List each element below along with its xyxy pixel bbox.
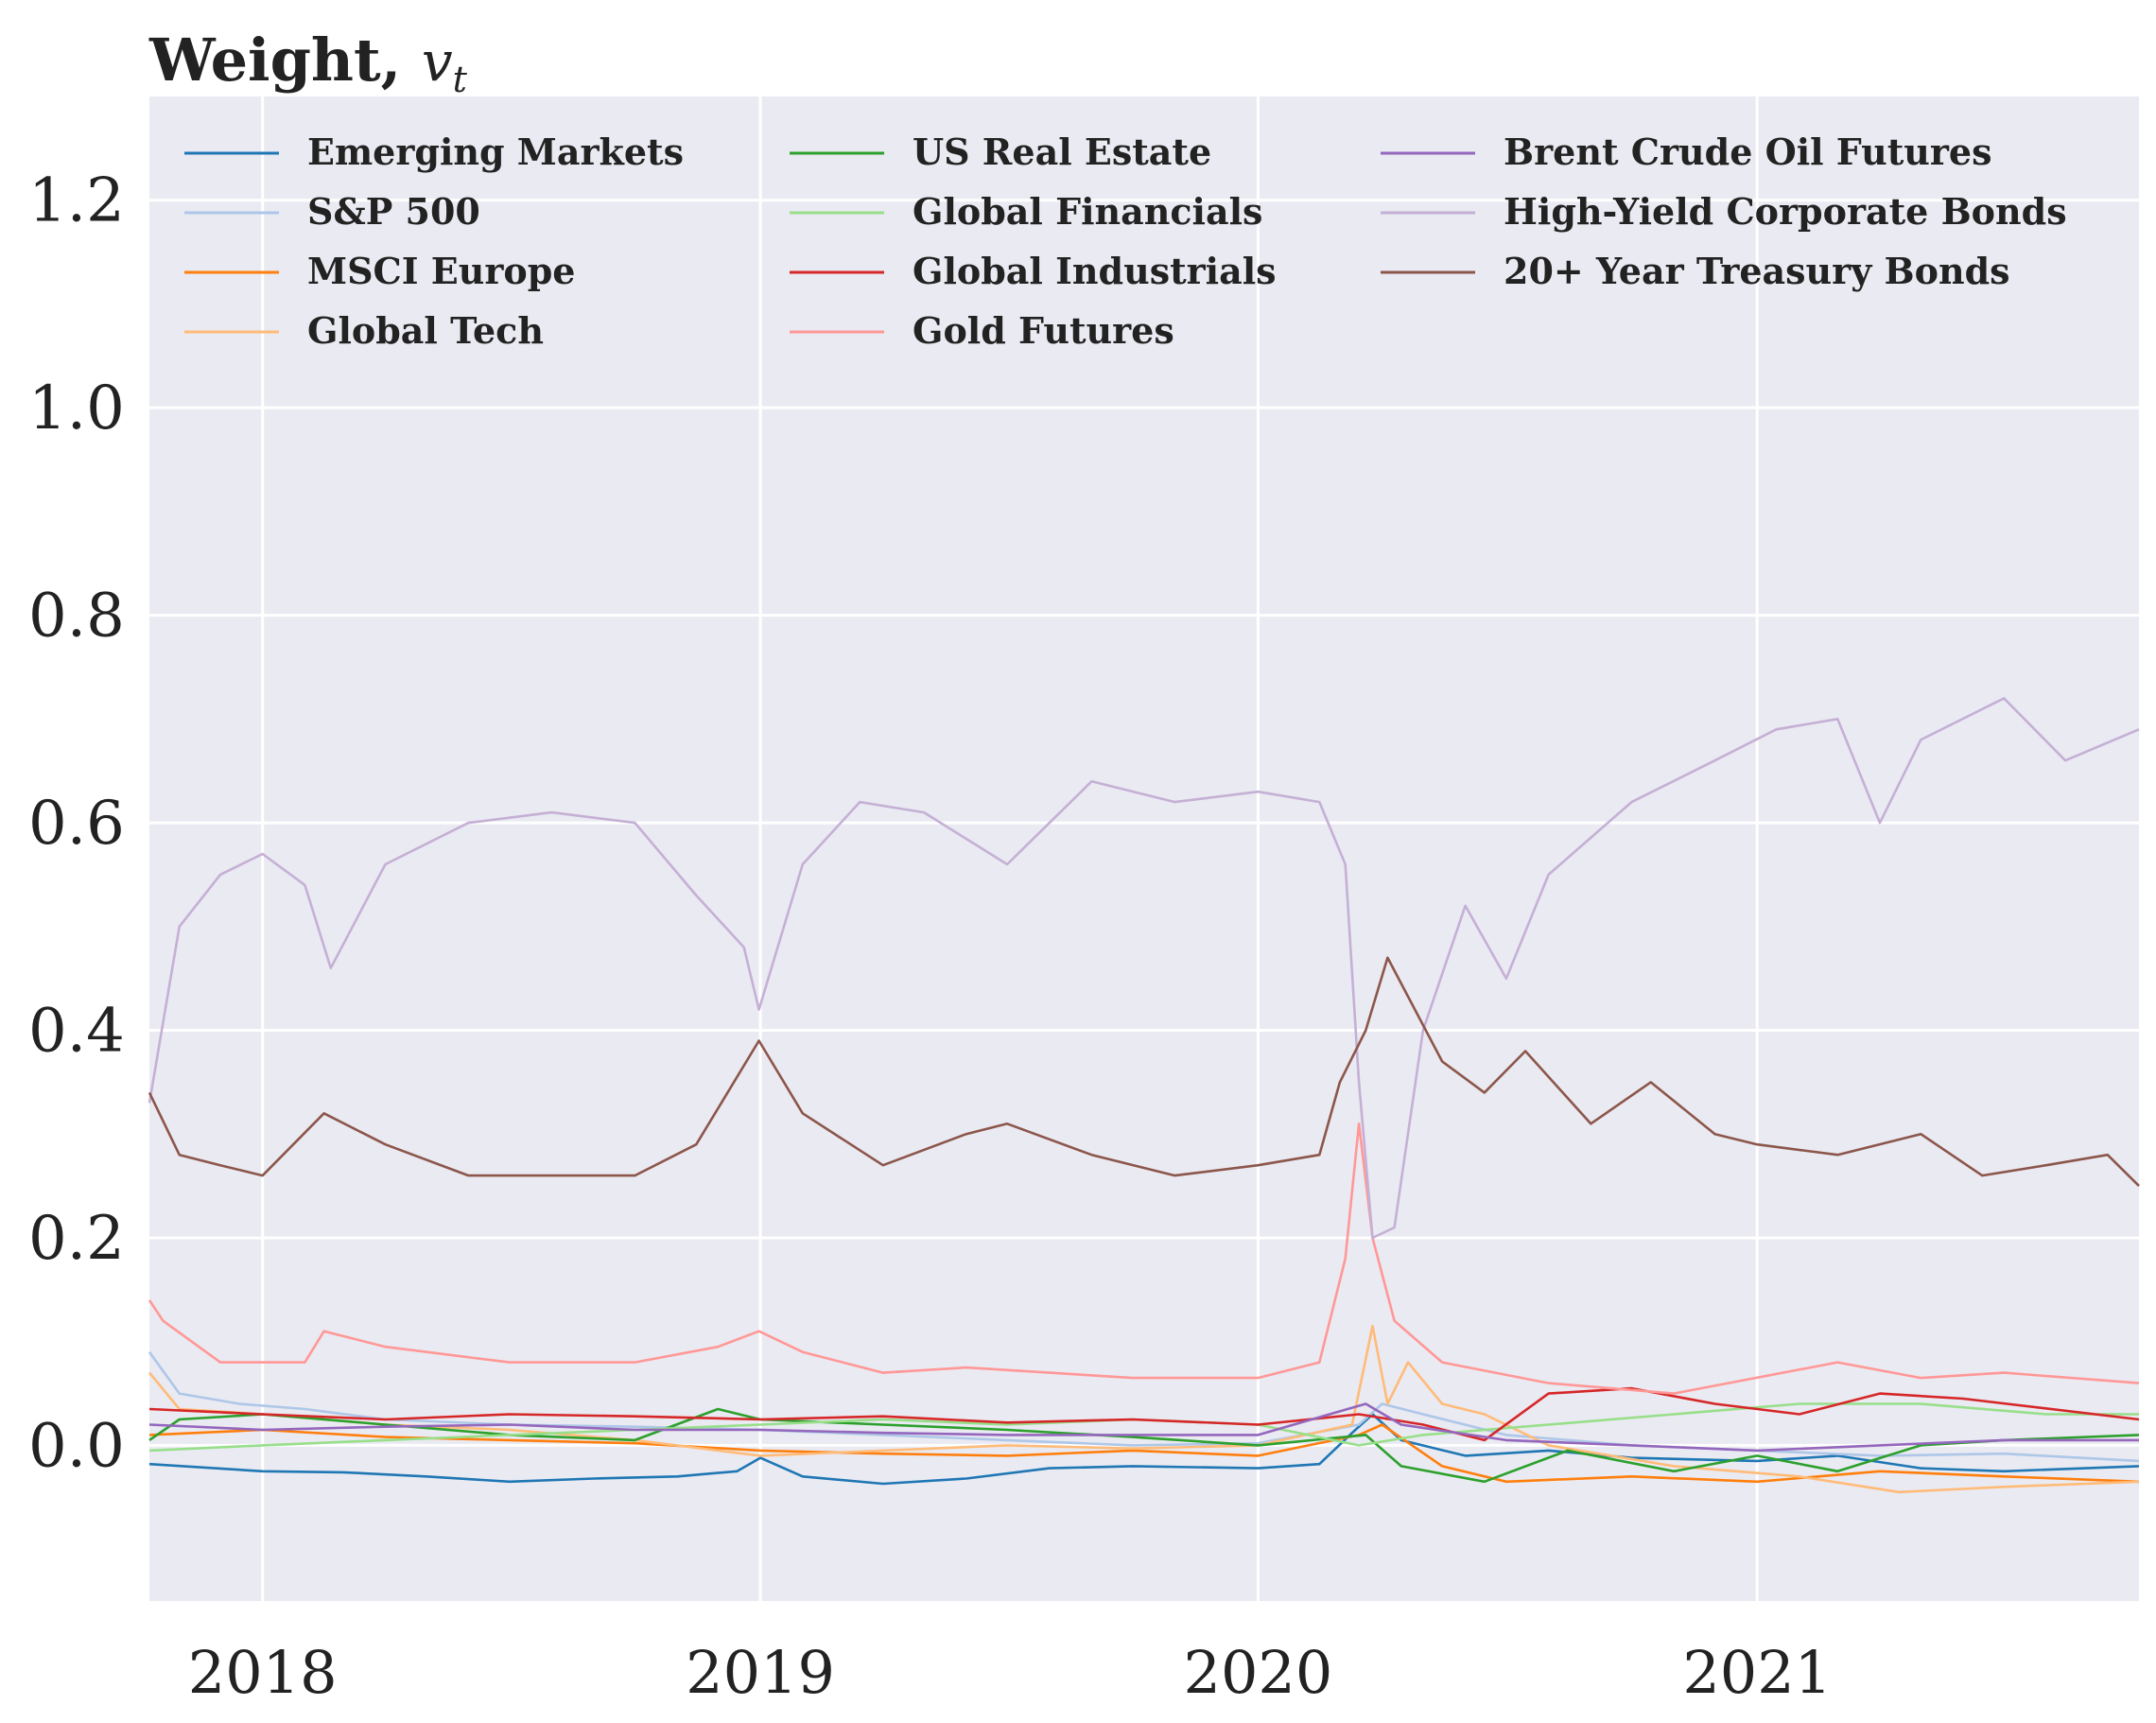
y-gridlines — [149, 199, 2139, 1447]
series-line-10 — [148, 956, 2140, 1188]
y-tick-labels: 0.0 0.2 0.4 0.6 0.8 1.0 1.2 — [28, 166, 125, 1482]
legend-label: High-Yield Corporate Bonds — [1504, 190, 2067, 233]
y-tick-label: 1.0 — [28, 374, 125, 444]
legend-label: Global Industrials — [913, 250, 1277, 292]
x-tick-labels: 2018 2019 2020 2021 — [188, 1638, 1832, 1707]
series-lines — [148, 697, 2140, 1494]
series-line-2 — [148, 1423, 2140, 1484]
chart-title-symbol: v — [422, 29, 453, 94]
series-line-4 — [148, 1407, 2140, 1484]
chart-title: Weight, vt — [148, 26, 468, 100]
legend-label: Global Financials — [913, 190, 1262, 233]
y-tick-label: 0.2 — [28, 1204, 125, 1274]
x-tick-label: 2021 — [1682, 1638, 1832, 1707]
series-line-0 — [148, 1413, 2140, 1486]
legend-label: Emerging Markets — [307, 131, 684, 173]
legend-label: 20+ Year Treasury Bonds — [1504, 250, 2010, 292]
legend-label: Gold Futures — [913, 309, 1174, 352]
legend: Emerging Markets S&P 500 MSCI Europe Global… — [184, 131, 2067, 352]
x-gridlines — [261, 96, 1759, 1601]
chart-title-text: Weight, — [148, 26, 422, 95]
legend-label: S&P 500 — [307, 190, 480, 233]
series-line-9 — [148, 697, 2140, 1240]
series-line-8 — [148, 1402, 2139, 1453]
y-tick-label: 0.4 — [28, 997, 125, 1067]
legend-label: US Real Estate — [913, 131, 1211, 173]
legend-label: Global Tech — [307, 309, 544, 352]
series-line-3 — [148, 1324, 2140, 1494]
y-tick-label: 1.2 — [28, 166, 125, 236]
x-tick-label: 2019 — [686, 1638, 835, 1707]
series-line-7 — [148, 1123, 2140, 1395]
legend-label: MSCI Europe — [307, 250, 575, 292]
legend-label: Brent Crude Oil Futures — [1504, 131, 1992, 173]
plot-background — [149, 96, 2139, 1601]
chart-title-subscript: t — [453, 59, 468, 100]
y-tick-label: 0.0 — [28, 1411, 125, 1481]
x-tick-label: 2018 — [188, 1638, 338, 1707]
y-tick-label: 0.6 — [28, 789, 125, 859]
x-tick-label: 2020 — [1184, 1638, 1333, 1707]
y-tick-label: 0.8 — [28, 582, 125, 652]
